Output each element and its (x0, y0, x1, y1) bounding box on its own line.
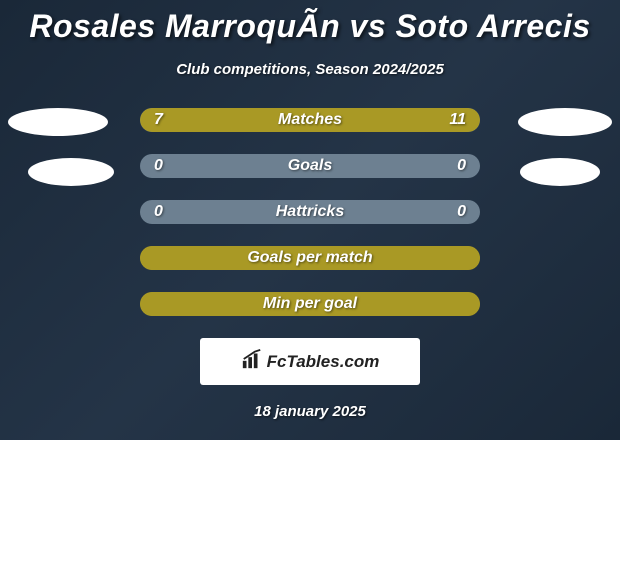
stat-label: Min per goal (140, 295, 480, 313)
page-title: Rosales MarroquÃ­n vs Soto Arrecis (0, 0, 620, 45)
branding-label: FcTables.com (267, 352, 380, 372)
comparison-widget: Rosales MarroquÃ­n vs Soto Arrecis Club … (0, 0, 620, 440)
player-left-ellipse-2 (28, 158, 114, 186)
stat-row: Goals per match (140, 246, 480, 270)
player-right-ellipse-1 (518, 108, 612, 136)
player-left-ellipse-1 (8, 108, 108, 136)
stats-area: 711Matches 00Goals 00Hattricks Goals per ma… (0, 108, 620, 316)
stat-label: Goals per match (140, 249, 480, 267)
stat-row: 00Hattricks (140, 200, 480, 224)
stat-row: 00Goals (140, 154, 480, 178)
bars-container: 711Matches 00Goals 00Hattricks Goals per ma… (140, 108, 480, 316)
player-right-ellipse-2 (520, 158, 600, 186)
footer-date: 18 january 2025 (0, 403, 620, 420)
stat-row: 711Matches (140, 108, 480, 132)
stat-label: Goals (140, 157, 480, 175)
branding-badge: FcTables.com (200, 338, 420, 385)
stat-row: Min per goal (140, 292, 480, 316)
subtitle: Club competitions, Season 2024/2025 (0, 61, 620, 78)
stat-label: Hattricks (140, 203, 480, 221)
stat-label: Matches (140, 111, 480, 129)
chart-icon (241, 348, 263, 375)
